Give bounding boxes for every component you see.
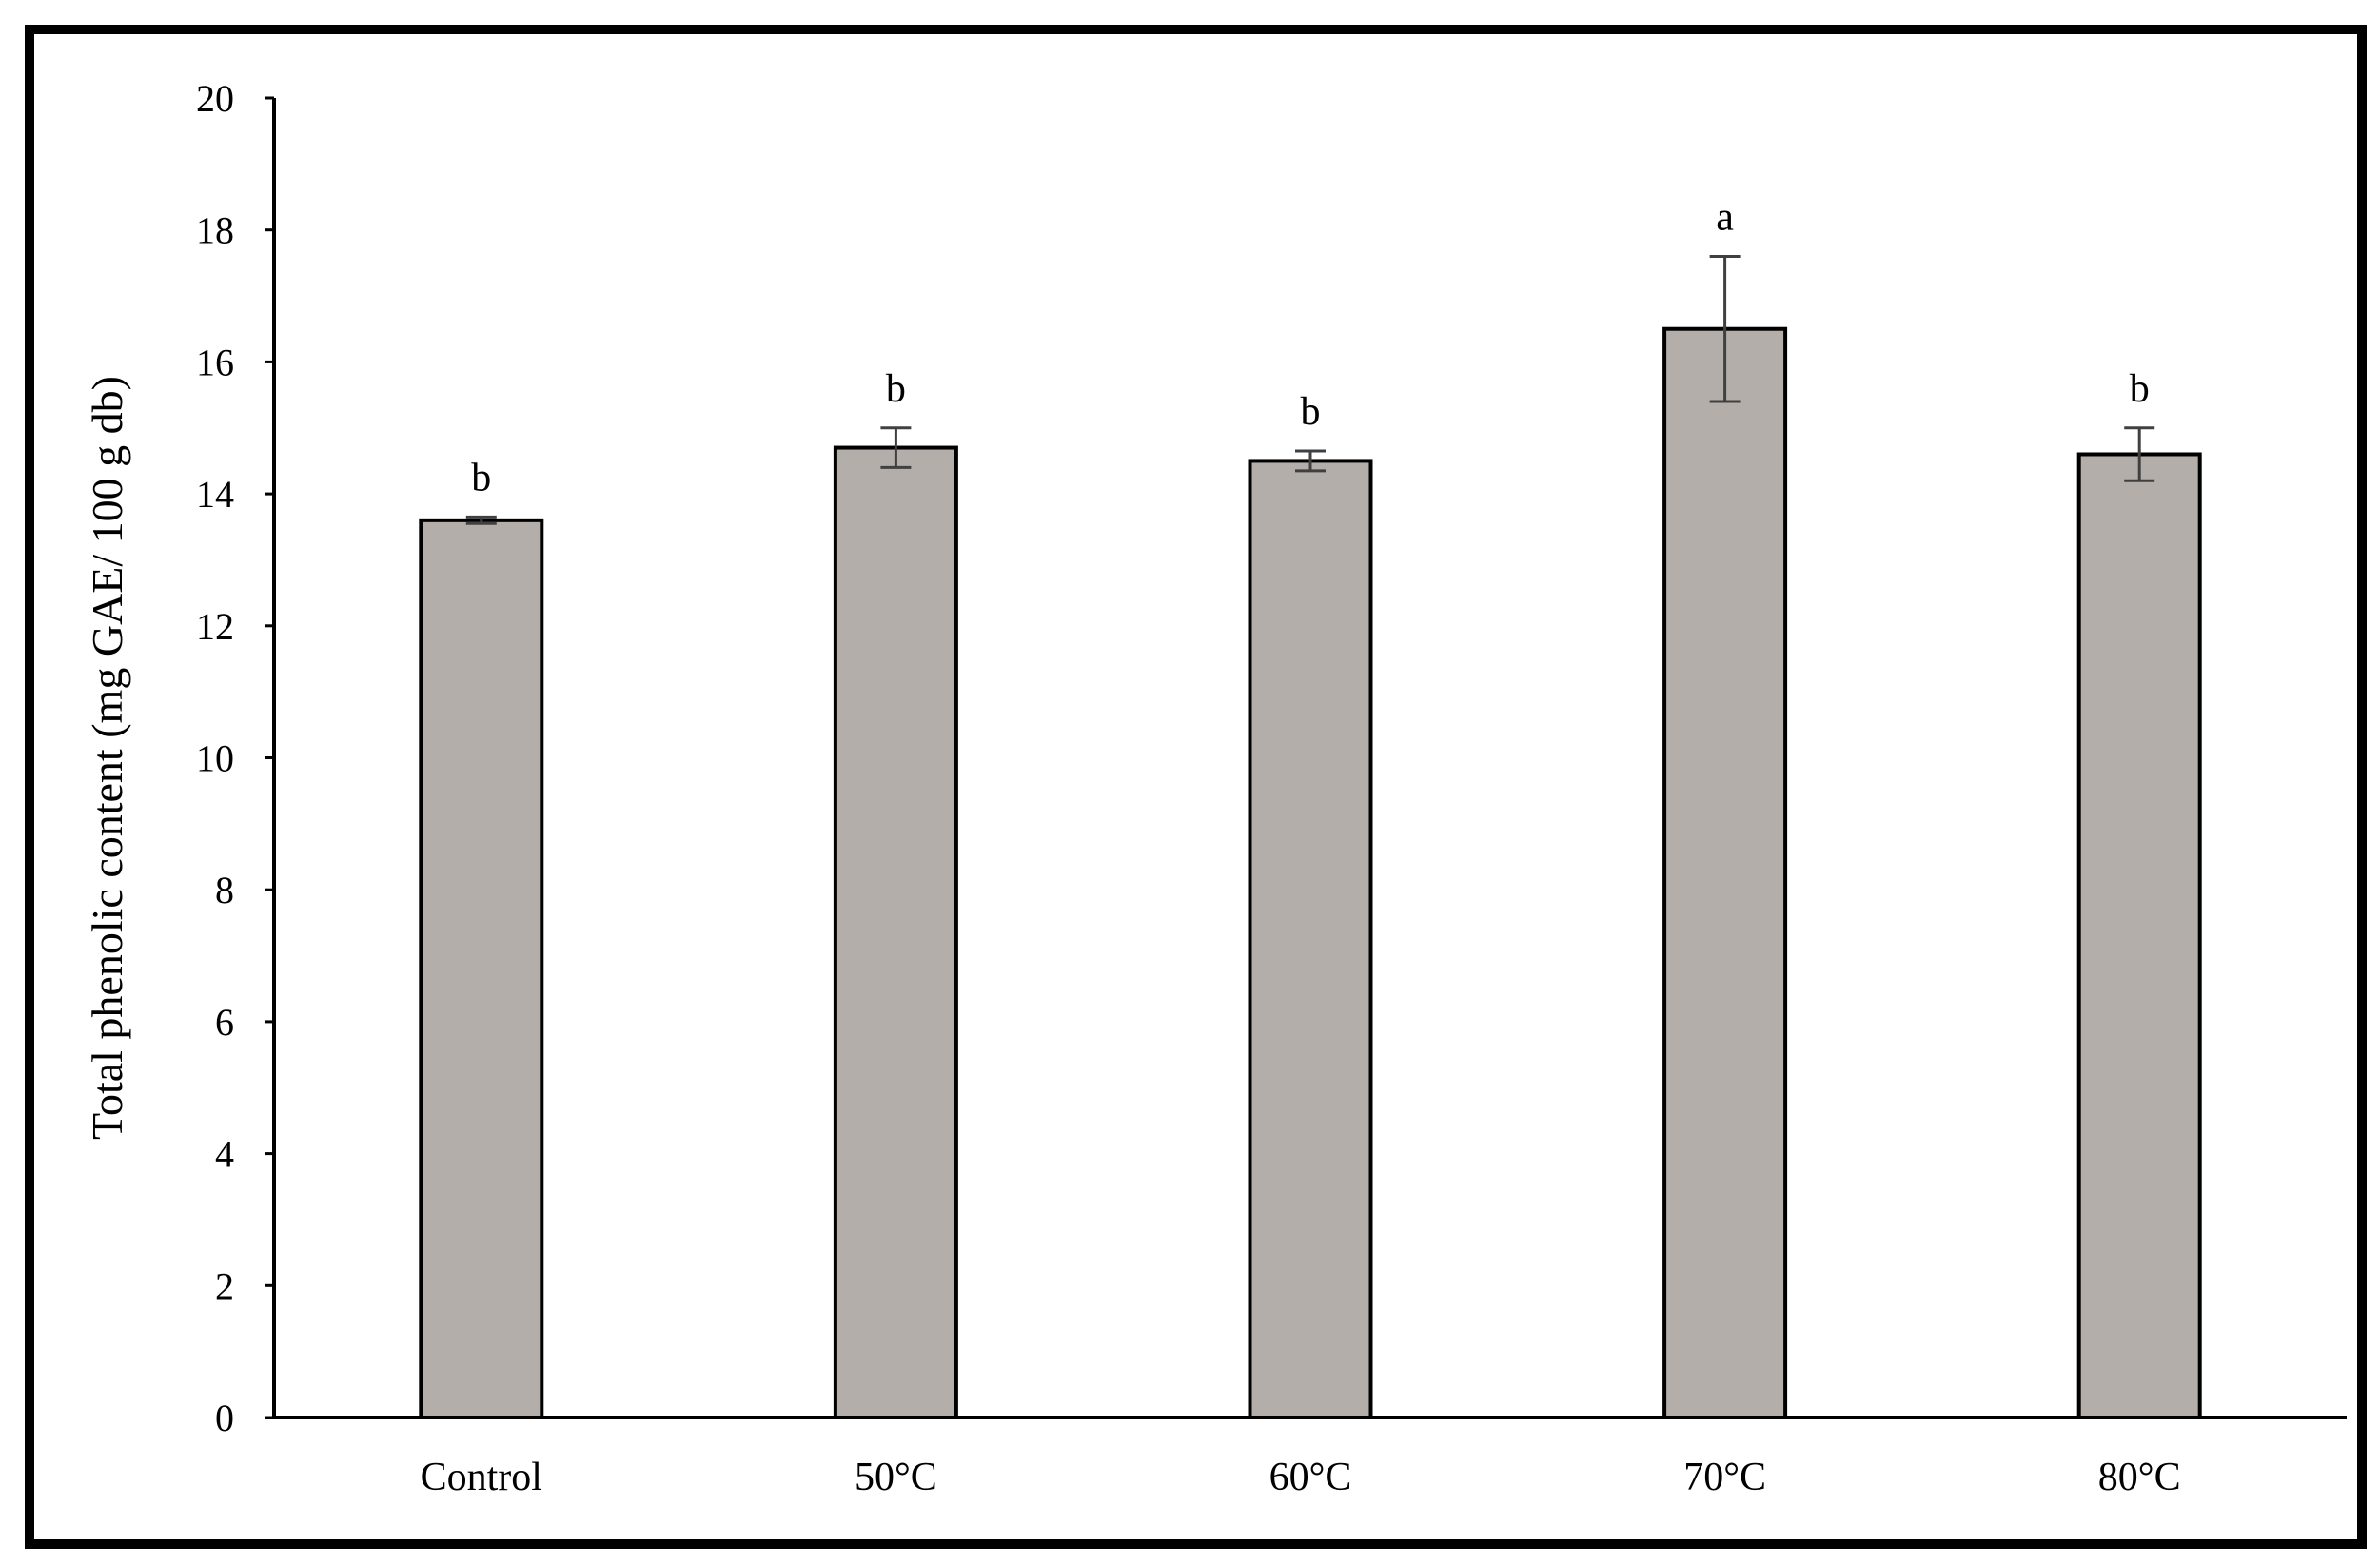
bar-4 [2076,452,2202,1419]
y-tick-label-2: 2 [215,1264,234,1307]
x-tick-label-4: 80°C [2098,1456,2181,1499]
y-tick-label-4: 4 [215,1133,234,1176]
significance-letter-3: a [1716,195,1734,239]
y-tick-label-16: 16 [196,341,234,383]
y-tick-label-6: 6 [215,1001,234,1044]
x-tick-label-1: 50°C [855,1456,937,1499]
significance-letter-2: b [1301,390,1321,434]
error-bar-2 [1295,449,1326,473]
significance-letter-4: b [2130,367,2150,411]
error-bar-3 [1709,254,1741,403]
significance-letter-0: b [471,456,491,499]
y-tick-label-12: 12 [196,605,234,648]
y-tick-label-14: 14 [196,473,234,516]
bar-0 [419,518,544,1419]
significance-letter-1: b [886,367,906,411]
x-tick-label-3: 70°C [1683,1456,1766,1499]
bar-1 [833,445,958,1419]
x-tick-label-0: Control [421,1456,542,1499]
bar-2 [1248,459,1373,1419]
y-axis-title: Total phenolic content (mg GAE/ 100 g db… [83,376,131,1140]
y-tick-label-20: 20 [196,77,234,120]
bar-chart: 0 2 4 6 8 10 12 14 16 18 20 Total phenolic content … [83,77,2347,1499]
y-tick-label-18: 18 [196,209,234,252]
x-tick-label-2: 60°C [1269,1456,1352,1499]
y-tick-label-8: 8 [215,869,234,911]
figure-frame: 0 2 4 6 8 10 12 14 16 18 20 Total phenolic content … [25,25,2367,1549]
error-bar-1 [880,426,912,469]
error-bar-0 [465,515,497,525]
y-tick-label-0: 0 [215,1397,234,1439]
bar-3 [1662,326,1788,1420]
y-tick-label-10: 10 [196,737,234,780]
error-bar-4 [2124,426,2155,482]
